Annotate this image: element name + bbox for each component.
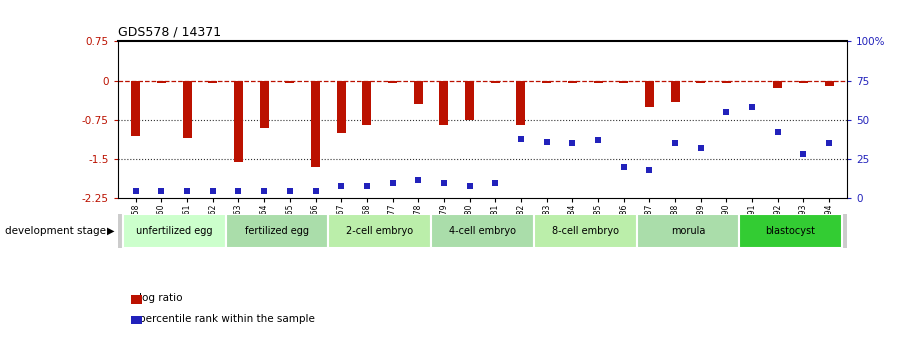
Point (385, 180, 400, 185)
Point (539, 139, 554, 145)
Point (231, 188, 246, 193)
Point (616, 164, 631, 170)
Bar (131, 81, 140, 136)
Point (591, 138, 605, 143)
Bar (157, 81, 166, 83)
Bar (619, 81, 628, 83)
Bar (208, 81, 217, 83)
Bar (542, 81, 551, 83)
Point (437, 180, 451, 185)
Point (514, 136, 528, 141)
Text: development stage: development stage (5, 226, 105, 236)
Point (745, 105, 759, 110)
Bar (722, 81, 731, 83)
Point (206, 188, 220, 193)
Bar (328, 214, 431, 248)
Point (283, 188, 297, 193)
Bar (774, 81, 782, 88)
Point (360, 183, 374, 189)
Bar (739, 214, 842, 248)
Text: ▶: ▶ (107, 226, 114, 236)
Text: unfertilized egg: unfertilized egg (136, 226, 213, 236)
Text: blastocyst: blastocyst (766, 226, 815, 236)
Bar (568, 81, 577, 83)
Bar (431, 214, 534, 248)
Bar (234, 81, 243, 162)
Point (565, 141, 580, 146)
Bar (670, 81, 680, 101)
Point (796, 152, 811, 157)
Point (154, 188, 169, 193)
Point (308, 188, 323, 193)
Text: fertilized egg: fertilized egg (245, 226, 309, 236)
Bar (696, 81, 705, 83)
Point (129, 188, 143, 193)
Point (770, 130, 785, 135)
Bar (516, 81, 525, 125)
Point (462, 183, 477, 189)
Bar (439, 81, 448, 125)
Bar (226, 214, 328, 248)
Bar (824, 81, 834, 86)
Bar (362, 81, 371, 125)
Bar (414, 81, 423, 104)
Bar (285, 81, 294, 83)
Point (668, 141, 682, 146)
Point (180, 188, 195, 193)
Bar (799, 81, 808, 83)
Bar (593, 81, 602, 83)
Text: GDS578 / 14371: GDS578 / 14371 (118, 26, 221, 39)
Point (642, 167, 657, 173)
Bar (311, 81, 320, 167)
Bar (388, 81, 397, 83)
Point (334, 183, 349, 189)
Point (719, 109, 734, 115)
Text: morula: morula (670, 226, 705, 236)
Text: 8-cell embryo: 8-cell embryo (552, 226, 619, 236)
Bar (465, 81, 474, 120)
Bar (183, 81, 191, 138)
Point (488, 180, 503, 185)
Text: 2-cell embryo: 2-cell embryo (346, 226, 413, 236)
Bar (491, 81, 500, 83)
Bar (645, 81, 654, 107)
Point (257, 188, 272, 193)
Bar (637, 214, 739, 248)
Text: 4-cell embryo: 4-cell embryo (449, 226, 516, 236)
Bar (118, 214, 847, 248)
Text: log ratio: log ratio (139, 294, 182, 303)
Bar (337, 81, 346, 133)
Bar (260, 81, 269, 128)
Bar (534, 214, 637, 248)
Text: percentile rank within the sample: percentile rank within the sample (139, 314, 314, 324)
Point (822, 141, 836, 146)
Bar (123, 214, 226, 248)
Point (693, 145, 708, 151)
Point (411, 177, 426, 182)
